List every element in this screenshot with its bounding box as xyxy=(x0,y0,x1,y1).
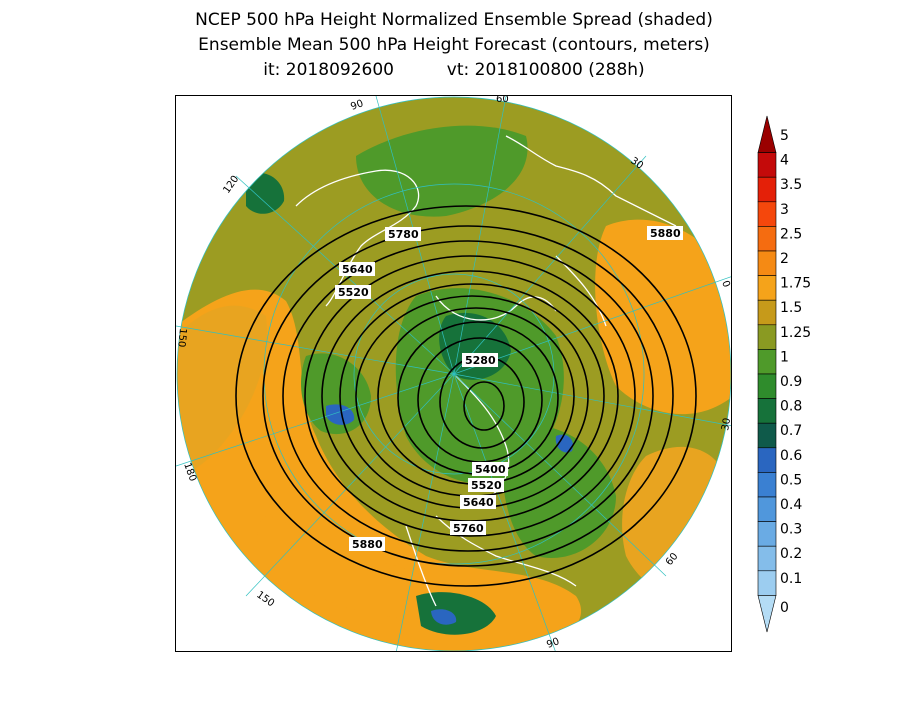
contour-5760 xyxy=(282,240,654,552)
meridian-label-60-n: 60 xyxy=(496,96,509,105)
colorbar-tick-label: 0.5 xyxy=(780,472,802,488)
colorbar-tick-label: 1.25 xyxy=(780,325,811,341)
valid-time-label: vt: 2018100800 (288h) xyxy=(446,60,645,80)
spread-region-europe-orange xyxy=(595,219,731,415)
colorbar-tick-label: 0.6 xyxy=(780,448,802,464)
meridian-line xyxy=(396,373,455,651)
init-time-label: it: 2018092600 xyxy=(263,60,394,80)
meridian-label-120-nw: 120 xyxy=(221,174,241,196)
colorbar-box xyxy=(757,496,777,522)
meridian-label-0: 0 xyxy=(719,279,732,289)
colorbar-tick-label: 3 xyxy=(780,202,789,218)
colorbar-box xyxy=(757,422,777,449)
colorbar-tick-label: 1.75 xyxy=(780,276,811,292)
colorbar-tick-label: 0.2 xyxy=(780,546,802,562)
colorbar-tick-label: 4 xyxy=(780,153,789,169)
meridian-line xyxy=(453,373,556,651)
colorbar-box xyxy=(757,201,777,227)
spread-region-north-green xyxy=(356,125,528,217)
spread-region-dark-green-3 xyxy=(416,592,496,635)
colorbar-box xyxy=(757,324,777,350)
colorbar-tick-label: 1.5 xyxy=(780,300,802,316)
contour-label-5760: 5760 xyxy=(453,522,484,535)
contour-5220 xyxy=(463,381,505,431)
colorbar-tick-label: 0.3 xyxy=(780,522,802,538)
colorbar-box xyxy=(757,349,777,375)
spread-shading xyxy=(177,97,731,651)
meridian-line xyxy=(453,373,731,426)
colorbar-box xyxy=(757,226,777,252)
meridian-label-30-e: 30 xyxy=(720,417,732,431)
spread-region-south-orange xyxy=(257,516,444,619)
meridian-line xyxy=(176,373,455,467)
colorbar-tick-label: 0.4 xyxy=(780,497,802,513)
figure-title-block: NCEP 500 hPa Height Normalized Ensemble … xyxy=(0,8,908,83)
colorbar-tick-label: 0.1 xyxy=(780,571,802,587)
meridian-label-60-se: 60 xyxy=(664,551,681,568)
colorbar-box xyxy=(757,299,777,326)
contour-label-5520-n: 5520 xyxy=(338,286,369,299)
colorbar-box xyxy=(757,570,777,596)
meridian-line xyxy=(453,96,507,375)
colorbar-tick-label: 0.9 xyxy=(780,374,802,390)
spread-region-canada-green xyxy=(502,424,616,558)
colorbar-box xyxy=(757,275,777,301)
colorbar-box xyxy=(757,472,777,498)
colorbar: 0 0.1 0.2 0.3 0.4 0.5 0.6 0.7 0.8 0.9 1 1.25 1.5 1.75… xyxy=(757,115,811,633)
colorbar-tick-label: 1 xyxy=(780,349,789,365)
contour-5700 xyxy=(304,255,636,537)
contour-label-5520-s: 5520 xyxy=(471,479,502,492)
colorbar-box xyxy=(757,250,777,276)
contour-5880 xyxy=(235,205,697,587)
meridian-label-90-s: 90 xyxy=(545,636,561,651)
colorbar-tick-label: 0 xyxy=(780,600,789,616)
contour-label-5400: 5400 xyxy=(475,463,506,476)
meridian-label-150-w: 150 xyxy=(176,328,188,348)
colorbar-box xyxy=(757,152,777,178)
colorbar-box xyxy=(757,521,777,547)
contour-label-5880-sw: 5880 xyxy=(352,538,383,551)
colorbar-tick-label: 2 xyxy=(780,251,789,267)
colorbar-tick-label: 0.8 xyxy=(780,399,802,415)
contour-label-5280: 5280 xyxy=(465,354,496,367)
colorbar-box xyxy=(757,595,777,633)
title-line-3: it: 2018092600 vt: 2018100800 (288h) xyxy=(0,58,908,83)
graticule-outer-circle xyxy=(176,96,731,651)
contour-5820 xyxy=(262,225,674,567)
colorbar-tick-label: 5 xyxy=(780,128,789,144)
contour-label-5640-s: 5640 xyxy=(463,496,494,509)
polar-stereographic-map: 5880 5780 5640 5520 5280 5400 5520 5640 … xyxy=(176,96,732,651)
colorbar-box xyxy=(757,176,777,203)
colorbar-labels: 0 0.1 0.2 0.3 0.4 0.5 0.6 0.7 0.8 0.9 1 1.25 1.5 1.75… xyxy=(780,128,811,616)
meridian-label-90-nw: 90 xyxy=(349,98,365,113)
meridian-line xyxy=(453,276,731,375)
title-line-2: Ensemble Mean 500 hPa Height Forecast (c… xyxy=(198,35,710,55)
meridian-label-150-sw: 150 xyxy=(254,589,276,609)
spread-region-pacific-green xyxy=(301,353,371,435)
spread-region-blue-east xyxy=(555,434,574,453)
map-frame: 5880 5780 5640 5520 5280 5400 5520 5640 … xyxy=(175,95,732,652)
colorbar-box xyxy=(757,447,777,473)
title-line-1: NCEP 500 hPa Height Normalized Ensemble … xyxy=(195,10,713,30)
colorbar-tick-label: 3.5 xyxy=(780,177,802,193)
contour-label-5640-n: 5640 xyxy=(342,263,373,276)
colorbar-tick-label: 2.5 xyxy=(780,226,802,242)
contour-label-5880-ne: 5880 xyxy=(650,227,681,240)
contour-labels: 5880 5780 5640 5520 5280 5400 5520 5640 … xyxy=(335,226,683,551)
colorbar-box xyxy=(757,398,777,424)
contour-label-5780: 5780 xyxy=(388,228,419,241)
colorbar-tick-label: 0.7 xyxy=(780,423,802,439)
spread-region-dark-green-2 xyxy=(246,172,285,214)
colorbar-box xyxy=(757,115,777,153)
meridian-line xyxy=(453,373,667,577)
colorbar-boxes xyxy=(757,115,777,633)
colorbar-box xyxy=(757,545,777,572)
colorbar-box xyxy=(757,373,777,399)
spread-region-blue-south xyxy=(431,609,457,625)
